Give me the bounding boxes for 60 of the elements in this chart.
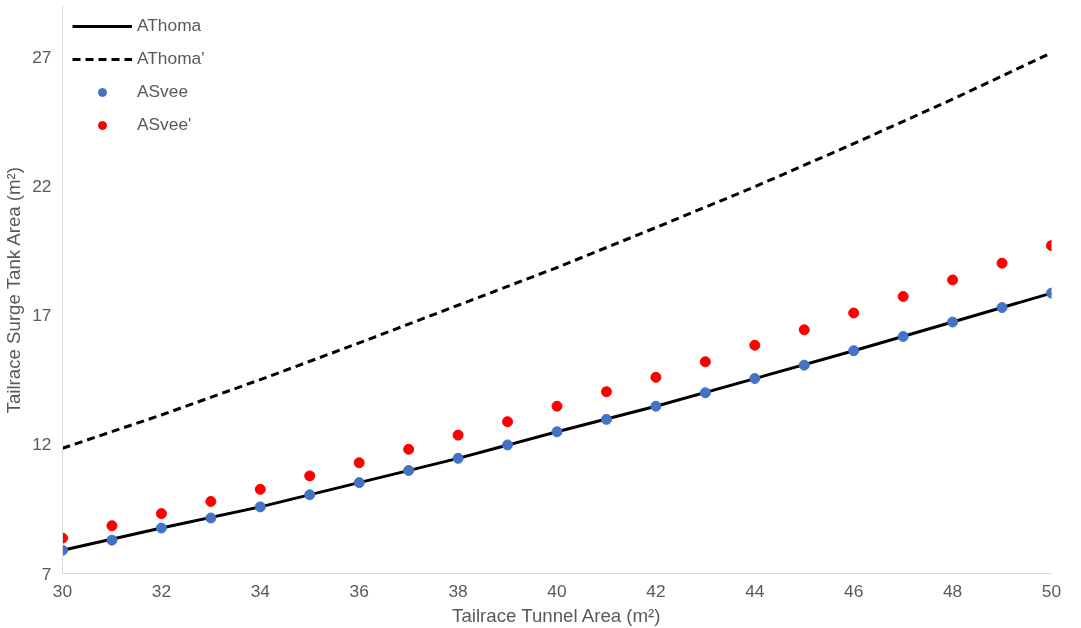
point: [551, 426, 563, 438]
point: [699, 387, 711, 399]
x-tick-label: 48: [942, 580, 963, 601]
point: [600, 386, 612, 398]
x-axis-title: Tailrace Tunnel Area (m²): [452, 604, 661, 626]
y-tick-label: 17: [32, 305, 52, 326]
point: [304, 489, 316, 501]
point: [353, 477, 365, 489]
point: [947, 316, 959, 328]
y-tick-label: 7: [41, 563, 52, 584]
x-tick-label: 44: [745, 580, 765, 601]
point: [205, 495, 217, 507]
x-tick-label: 40: [547, 580, 567, 601]
point: [650, 400, 662, 412]
x-tick-label: 32: [151, 580, 172, 601]
point: [254, 501, 266, 513]
point: [699, 356, 711, 368]
x-tick-label: 42: [646, 580, 666, 601]
point: [600, 413, 612, 425]
point: [996, 302, 1008, 314]
point: [848, 345, 860, 357]
point: [848, 307, 860, 319]
point: [353, 457, 365, 469]
point: [155, 508, 167, 520]
x-tick-label: 50: [1041, 580, 1062, 601]
point: [749, 373, 761, 385]
point: [502, 439, 514, 451]
point: [452, 429, 464, 441]
legend-label: AThoma: [137, 15, 202, 36]
point: [403, 443, 415, 455]
point: [304, 470, 316, 482]
point: [502, 416, 514, 428]
point: [254, 483, 266, 495]
point: [650, 371, 662, 383]
point: [897, 290, 909, 302]
x-tick-label: 38: [448, 580, 468, 601]
point: [749, 339, 761, 351]
y-axis-title: Tailrace Surge Tank Area (m²): [3, 166, 25, 414]
point: [403, 465, 415, 476]
point: [947, 274, 959, 286]
legend-label: AThoma': [137, 48, 205, 69]
legend-label: ASvee: [137, 81, 189, 102]
point: [996, 257, 1008, 269]
y-tick-label: 22: [32, 176, 52, 197]
point: [897, 331, 909, 342]
x-tick-label: 46: [844, 580, 864, 601]
point: [155, 522, 167, 534]
x-tick-label: 30: [52, 580, 73, 601]
point: [106, 534, 118, 546]
x-tick-label: 34: [250, 580, 271, 601]
point: [798, 359, 810, 371]
point: [106, 520, 118, 532]
x-tick-label: 36: [349, 580, 369, 601]
y-tick-label: 12: [32, 434, 52, 455]
point: [452, 452, 464, 464]
point: [551, 400, 563, 412]
legend-label: ASvee': [137, 114, 192, 135]
point: [798, 324, 810, 336]
point: [205, 512, 217, 524]
y-tick-label: 27: [32, 47, 52, 68]
